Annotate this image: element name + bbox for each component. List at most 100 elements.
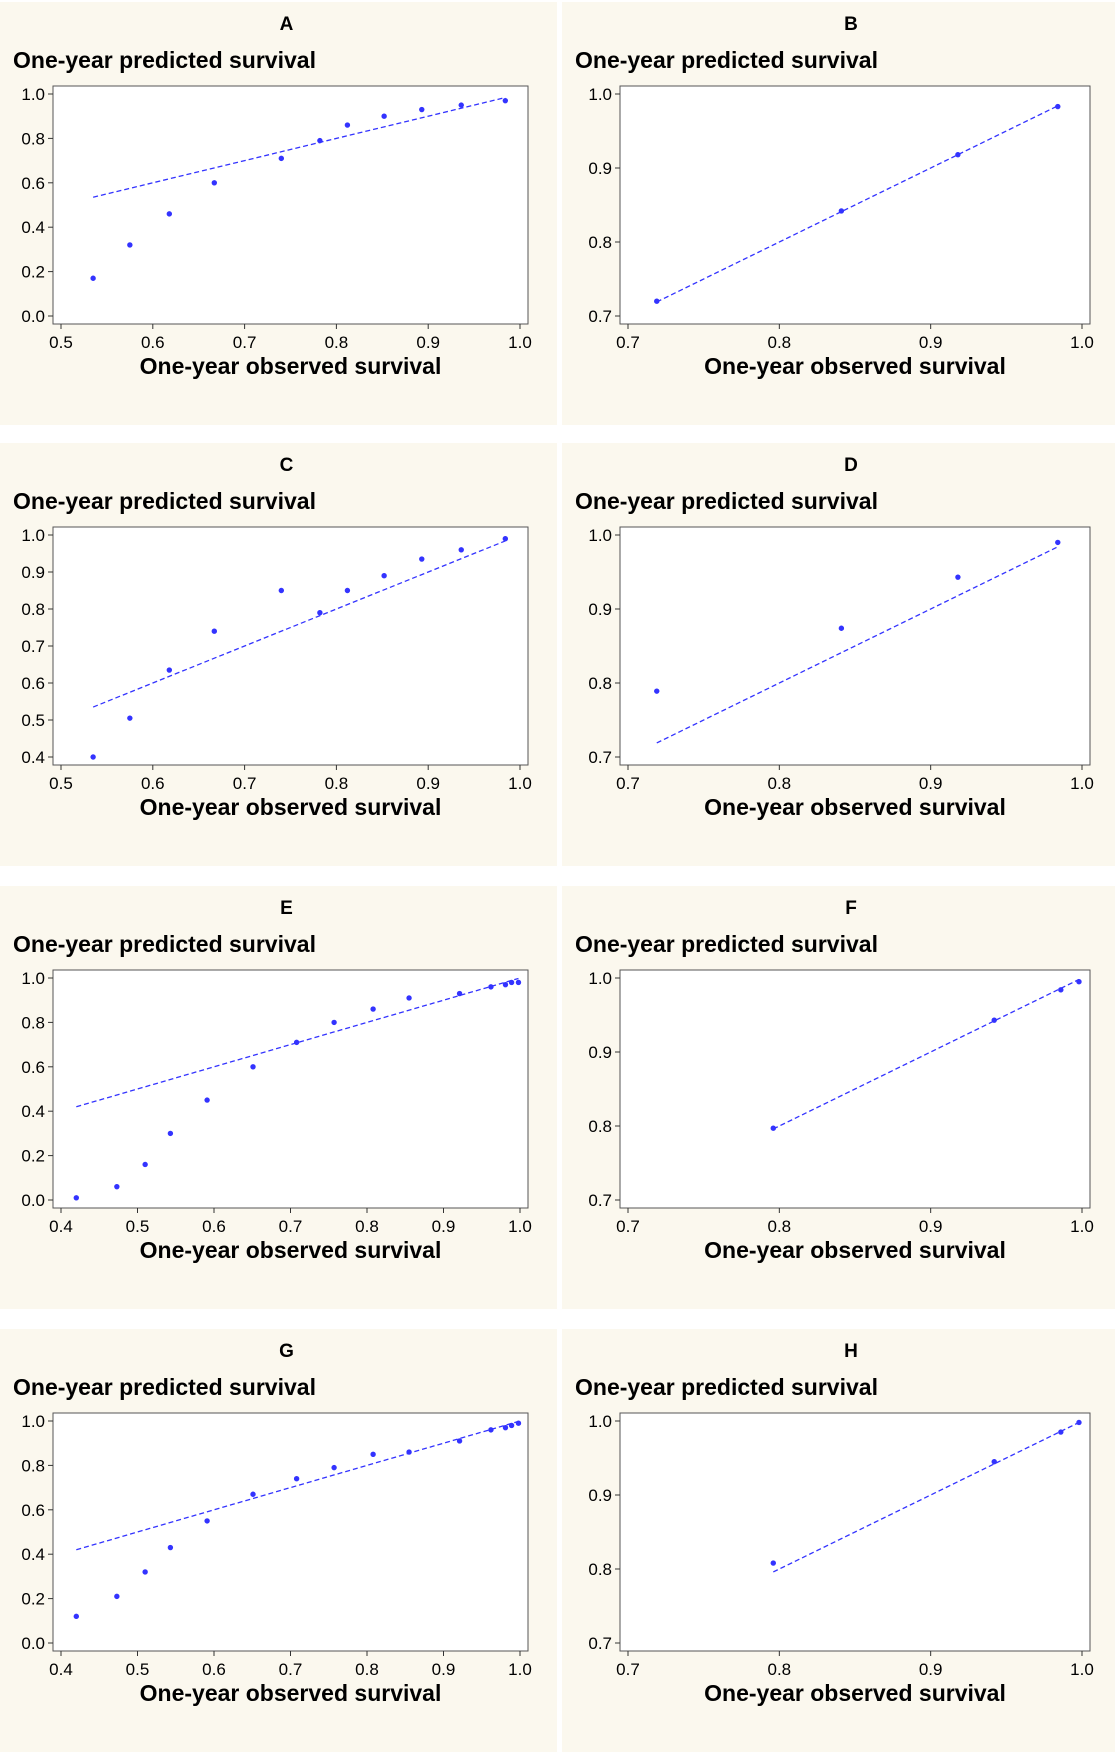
data-point (90, 275, 96, 281)
y-axis-title: One-year predicted survival (13, 1374, 316, 1400)
x-tick-label: 0.8 (768, 774, 792, 793)
data-point (278, 587, 285, 594)
data-point (654, 688, 660, 694)
x-tick-label: 0.6 (202, 1217, 226, 1236)
x-tick-label: 0.7 (233, 333, 257, 352)
data-point (317, 610, 323, 616)
y-tick-label: 0.8 (21, 129, 45, 148)
x-tick-label: 0.9 (416, 774, 440, 793)
x-tick-label: 0.4 (49, 1660, 73, 1679)
y-tick-label: 0.6 (21, 674, 45, 693)
x-tick-label: 0.6 (141, 774, 165, 793)
data-point (770, 1560, 776, 1566)
chart-panel-e: E One-year predicted survival 0.0 0.2 0.4 0.6… (0, 886, 557, 1309)
x-axis-title: One-year observed survival (704, 353, 1006, 379)
data-point (317, 137, 323, 144)
data-point (508, 979, 515, 986)
x-axis-title: One-year observed survival (704, 1680, 1006, 1706)
reference-line (92, 96, 506, 198)
x-tick-label: 0.7 (279, 1660, 303, 1679)
x-tick-label: 0.7 (279, 1217, 303, 1236)
y-tick-label: 0.8 (588, 233, 612, 252)
y-tick-label: 1.0 (21, 85, 45, 104)
data-point (406, 995, 412, 1001)
y-tick-label: 0.7 (588, 748, 612, 767)
data-point (488, 1427, 494, 1433)
data-point (331, 1019, 337, 1026)
y-tick-label: 0.7 (588, 1634, 612, 1653)
y-tick-label: 0.7 (588, 1191, 612, 1210)
reference-line (772, 978, 1080, 1130)
data-point (955, 151, 961, 158)
data-point (166, 667, 173, 673)
x-tick-label: 0.8 (355, 1660, 379, 1679)
chart-panel-g: G One-year predicted survival 0.0 0.2 0.4 0.6… (0, 1329, 557, 1752)
data-point (166, 211, 173, 217)
y-tick-label: 0.8 (588, 674, 612, 693)
y-tick-label: 0.4 (21, 748, 45, 767)
data-point (73, 1195, 80, 1201)
y-tick-label: 0.4 (21, 1102, 45, 1121)
y-axis-title: One-year predicted survival (13, 931, 316, 957)
y-axis-title: One-year predicted survival (13, 488, 316, 514)
reference-line (656, 105, 1059, 303)
data-point (142, 1161, 148, 1168)
y-tick-label: 0.9 (588, 600, 612, 619)
x-axis-title: One-year observed survival (704, 794, 1006, 820)
plot-frame (52, 969, 529, 1209)
y-tick-label: 0.7 (21, 637, 45, 656)
x-tick-label: 0.7 (616, 774, 640, 793)
data-point (344, 122, 351, 128)
data-point (508, 1422, 515, 1429)
x-tick-label: 1.0 (508, 333, 532, 352)
x-tick-label: 0.8 (325, 333, 349, 352)
x-tick-label: 0.7 (616, 1660, 640, 1679)
y-tick-label: 0.7 (588, 307, 612, 326)
reference-line (772, 1421, 1080, 1573)
y-tick-label: 0.2 (21, 263, 45, 282)
data-point (370, 1006, 376, 1012)
panel-letter: D (844, 455, 858, 476)
chart-svg: F One-year predicted survival 0.7 0.8 0.9 1.0… (575, 898, 1094, 1263)
x-tick-label: 1.0 (1070, 1217, 1094, 1236)
data-point (114, 1183, 120, 1190)
y-tick-label: 0.9 (588, 1043, 612, 1062)
x-tick-label: 0.5 (49, 774, 73, 793)
x-tick-label: 0.9 (919, 333, 943, 352)
x-tick-label: 0.5 (126, 1660, 150, 1679)
data-point (515, 979, 522, 986)
x-tick-label: 0.6 (202, 1660, 226, 1679)
y-tick-label: 0.2 (21, 1147, 45, 1166)
x-tick-label: 1.0 (508, 1217, 532, 1236)
data-point (344, 587, 351, 594)
chart-panel-h: H One-year predicted survival 0.7 0.8 0.9 1.0… (562, 1329, 1115, 1752)
data-point (458, 547, 464, 553)
data-point (142, 1569, 148, 1575)
data-point (211, 180, 218, 186)
y-tick-label: 1.0 (21, 1412, 45, 1431)
y-tick-label: 0.9 (588, 159, 612, 178)
y-tick-label: 0.8 (588, 1117, 612, 1136)
x-tick-label: 0.9 (919, 1660, 943, 1679)
data-point (1076, 978, 1082, 985)
reference-line (92, 540, 506, 708)
y-tick-label: 0.6 (21, 174, 45, 193)
data-point (1076, 1419, 1082, 1426)
chart-panel-f: F One-year predicted survival 0.7 0.8 0.9 1.0… (562, 886, 1115, 1309)
data-point (250, 1491, 256, 1497)
y-tick-label: 1.0 (588, 526, 612, 545)
data-point (204, 1097, 210, 1103)
chart-svg: A One-year predicted survival 0.0 0.2 0.4 0.6… (13, 14, 532, 379)
y-tick-label: 1.0 (588, 1412, 612, 1431)
chart-svg: E One-year predicted survival 0.0 0.2 0.4 0.6… (13, 898, 532, 1263)
x-tick-label: 0.4 (49, 1217, 73, 1236)
data-point (502, 535, 509, 542)
data-point (127, 242, 133, 248)
data-point (381, 113, 387, 119)
x-tick-label: 0.8 (768, 1217, 792, 1236)
x-tick-label: 0.5 (126, 1217, 150, 1236)
panel-letter: F (845, 898, 857, 919)
y-tick-label: 0.6 (21, 1058, 45, 1077)
x-axis-title: One-year observed survival (140, 794, 442, 820)
